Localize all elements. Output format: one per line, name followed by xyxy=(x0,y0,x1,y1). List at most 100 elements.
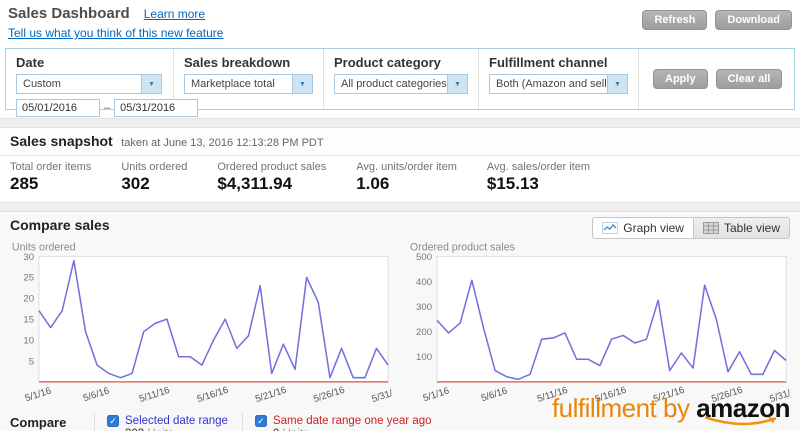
refresh-button[interactable]: Refresh xyxy=(642,10,708,30)
date-dropdown[interactable]: Custom ▼ xyxy=(16,74,162,94)
page-title: Sales Dashboard xyxy=(8,5,130,22)
chevron-down-icon: ▼ xyxy=(447,75,467,93)
compare-legend: Compare What's this? ✓ Selected date ran… xyxy=(10,412,790,431)
sales-breakdown-value: Marketplace total xyxy=(191,78,275,90)
sales-breakdown-label: Sales breakdown xyxy=(184,55,291,70)
product-category-filter: Product category All product categories … xyxy=(324,49,479,109)
y-tick-label: 25 xyxy=(23,273,34,284)
y-tick-label: 500 xyxy=(416,252,432,263)
apply-button[interactable]: Apply xyxy=(653,69,708,89)
units-ordered-chart-svg: Units ordered 5 10 15 20 25 30 5/1/16 5/6/16 5/11… xyxy=(12,242,392,405)
product-category-label: Product category xyxy=(334,55,441,70)
section-divider xyxy=(0,202,800,211)
chevron-down-icon: ▼ xyxy=(607,75,627,93)
fulfillment-channel-filter: Fulfillment channel Both (Amazon and sel… xyxy=(479,49,639,109)
table-view-label: Table view xyxy=(723,221,780,235)
table-view-button[interactable]: Table view xyxy=(693,217,790,239)
stat-label: Avg. units/order item xyxy=(356,161,457,173)
amazon-smile-icon xyxy=(705,416,777,426)
x-tick-label: 5/11/16 xyxy=(138,385,171,405)
series-line xyxy=(38,259,389,379)
x-tick-label: 5/31/16 xyxy=(370,385,392,405)
graph-view-label: Graph view xyxy=(623,221,684,235)
x-tick-label: 5/6/16 xyxy=(480,386,509,405)
stat-value: 1.06 xyxy=(356,174,390,193)
date-start-input[interactable] xyxy=(16,99,100,117)
stat-ordered-product-sales: Ordered product sales $4,311.94 xyxy=(217,161,326,194)
stat-value: $4,311.94 xyxy=(217,174,293,193)
y-tick-label: 30 xyxy=(23,252,34,263)
stat-label: Units ordered xyxy=(121,161,188,173)
y-tick-label: 5 xyxy=(29,356,34,367)
ordered-product-sales-chart: Ordered product sales 100 200 300 400 500 5/1/… xyxy=(408,241,790,413)
x-tick-label: 5/16/16 xyxy=(196,385,230,405)
filter-bar: Date Custom ▼ – Sales breakdown Marketpl… xyxy=(5,48,795,117)
sales-snapshot-timestamp: taken at June 13, 2016 12:13:28 PM PDT xyxy=(121,137,324,149)
date-end-input[interactable] xyxy=(114,99,199,117)
clear-all-button[interactable]: Clear all xyxy=(715,69,783,89)
date-dropdown-value: Custom xyxy=(23,78,61,90)
line-chart-icon xyxy=(602,222,619,234)
stat-label: Ordered product sales xyxy=(217,161,327,173)
fulfillment-by-amazon-logo: fulfillment by amazon xyxy=(551,393,790,426)
stat-avg-units-per-order: Avg. units/order item 1.06 xyxy=(356,161,457,194)
view-toggle: Graph view Table view xyxy=(592,217,790,239)
sales-snapshot-header: Sales snapshot taken at June 13, 2016 12… xyxy=(0,128,800,156)
stat-label: Avg. sales/order item xyxy=(486,161,591,173)
sales-breakdown-filter: Sales breakdown Marketplace total ▼ xyxy=(174,49,324,109)
fulfillment-channel-value: Both (Amazon and seller) xyxy=(496,78,607,90)
y-tick-label: 200 xyxy=(416,327,432,338)
y-tick-label: 10 xyxy=(23,335,34,346)
legend-item-year-ago: ✓ Same date range one year ago 0 Units $… xyxy=(241,412,432,431)
x-tick-label: 5/21/16 xyxy=(254,385,288,405)
amazon-text: amazon xyxy=(696,393,790,426)
download-button[interactable]: Download xyxy=(715,10,792,30)
chart-title: Units ordered xyxy=(12,242,76,254)
product-category-dropdown[interactable]: All product categories ▼ xyxy=(334,74,468,94)
units-ordered-chart: Units ordered 5 10 15 20 25 30 5/1/16 5/6/16 5/11… xyxy=(10,241,392,413)
checkbox-year-ago[interactable]: ✓ xyxy=(254,414,267,427)
chevron-down-icon: ▼ xyxy=(141,75,161,93)
sales-breakdown-dropdown[interactable]: Marketplace total ▼ xyxy=(184,74,313,94)
chevron-down-icon: ▼ xyxy=(292,75,312,93)
filter-actions: Apply Clear all xyxy=(639,49,790,109)
date-filter-label: Date xyxy=(16,55,45,70)
fulfillment-channel-label: Fulfillment channel xyxy=(489,55,608,70)
compare-label: Compare xyxy=(10,414,67,430)
y-tick-label: 400 xyxy=(416,277,432,288)
ordered-product-sales-chart-svg: Ordered product sales 100 200 300 400 500 5/1/… xyxy=(410,242,790,405)
x-tick-label: 5/26/16 xyxy=(312,385,346,405)
legend-label: Same date range one year ago xyxy=(272,414,432,427)
header: Sales Dashboard Learn more Tell us what … xyxy=(0,0,800,44)
compare-sales-title: Compare sales xyxy=(10,217,110,233)
sales-snapshot-title: Sales snapshot xyxy=(10,133,113,149)
x-tick-label: 5/1/16 xyxy=(422,386,451,405)
charts-row: Units ordered 5 10 15 20 25 30 5/1/16 5/6/16 5/11… xyxy=(10,241,790,413)
learn-more-link[interactable]: Learn more xyxy=(143,7,206,21)
sales-snapshot-stats: Total order items 285 Units ordered 302 … xyxy=(0,156,800,202)
feedback-link[interactable]: Tell us what you think of this new featu… xyxy=(8,26,224,40)
y-tick-label: 20 xyxy=(23,294,34,305)
table-icon xyxy=(702,222,719,234)
checkbox-selected-range[interactable]: ✓ xyxy=(107,414,119,427)
y-tick-label: 300 xyxy=(416,302,432,313)
compare-sales-section: Compare sales Graph view Table view xyxy=(0,211,800,431)
fulfillment-by-text: fulfillment by xyxy=(551,393,697,423)
product-category-value: All product categories xyxy=(341,78,447,90)
legend-units: 302 Units xyxy=(125,427,228,431)
stat-value: $15.13 xyxy=(486,174,539,193)
stat-value: 302 xyxy=(121,174,150,193)
graph-view-button[interactable]: Graph view xyxy=(592,217,694,239)
stat-total-order-items: Total order items 285 xyxy=(10,161,91,194)
x-tick-label: 5/6/16 xyxy=(82,386,111,405)
stat-value: 285 xyxy=(10,174,39,193)
x-tick-label: 5/1/16 xyxy=(24,386,53,405)
date-filter: Date Custom ▼ – xyxy=(6,49,199,117)
y-tick-label: 100 xyxy=(416,352,432,363)
stat-avg-sales-per-order: Avg. sales/order item $15.13 xyxy=(487,161,590,194)
section-divider xyxy=(0,118,800,128)
fulfillment-channel-dropdown[interactable]: Both (Amazon and seller) ▼ xyxy=(489,74,628,94)
series-line xyxy=(436,279,787,381)
legend-label: Selected date range xyxy=(125,414,228,427)
